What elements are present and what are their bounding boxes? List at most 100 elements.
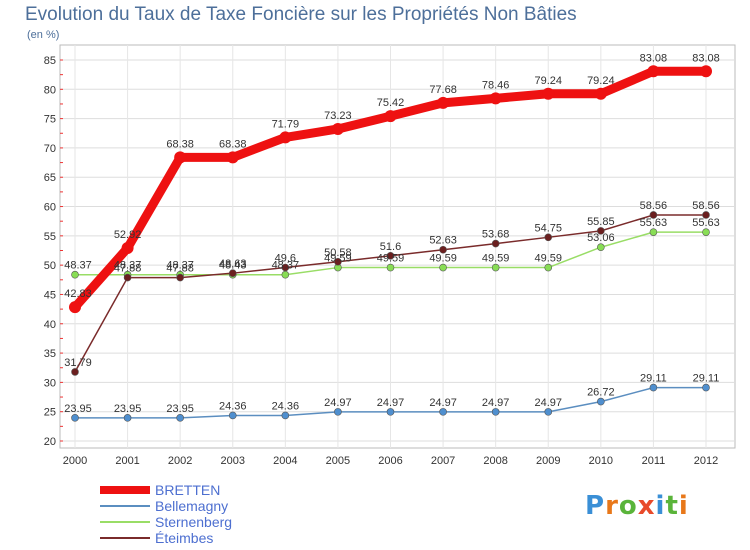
y-tick-label: 45	[44, 289, 56, 301]
y-tick-label: 85	[44, 55, 56, 67]
data-label: 53.68	[482, 229, 510, 241]
x-tick-label: 2001	[115, 455, 139, 467]
data-point	[544, 408, 553, 416]
data-point	[71, 270, 79, 279]
legend-label-sternenberg: Sternenberg	[155, 514, 233, 530]
data-point	[176, 414, 184, 422]
x-tick-label: 2006	[378, 455, 402, 467]
data-label: 83.08	[640, 52, 668, 64]
data-label: 23.95	[64, 403, 92, 415]
data-label: 49.59	[482, 253, 510, 265]
data-point	[649, 211, 658, 219]
data-point	[384, 110, 397, 123]
data-label: 47.88	[114, 263, 142, 275]
data-label: 50.58	[324, 247, 352, 259]
data-label: 24.36	[219, 400, 247, 412]
data-point	[491, 408, 500, 416]
data-label: 55.85	[587, 216, 615, 228]
data-point	[279, 131, 292, 144]
data-point	[121, 242, 134, 255]
data-label: 75.42	[377, 97, 405, 109]
data-point	[71, 368, 79, 376]
chart-title: Evolution du Taux de Taxe Foncière sur l…	[25, 4, 577, 25]
data-point	[226, 151, 239, 164]
data-label: 24.97	[534, 397, 562, 409]
x-tick-label: 2004	[273, 455, 297, 467]
data-label: 23.95	[166, 403, 194, 415]
legend-swatch-bretten	[100, 486, 150, 494]
x-tick-label: 2000	[63, 455, 87, 467]
data-label: 24.97	[429, 397, 457, 409]
data-label: 52.63	[429, 235, 457, 247]
data-point	[700, 65, 712, 78]
data-label: 48.43	[219, 260, 247, 272]
data-point	[649, 228, 658, 236]
x-tick-label: 2009	[536, 455, 560, 467]
data-point	[123, 414, 132, 422]
y-tick-label: 30	[44, 377, 56, 389]
data-point	[544, 263, 553, 272]
data-point	[281, 411, 290, 420]
data-point	[176, 273, 184, 282]
data-label: 77.68	[429, 84, 457, 96]
y-tick-label: 35	[44, 348, 56, 360]
data-label: 49.59	[534, 253, 562, 265]
x-tick-label: 2002	[168, 455, 192, 467]
data-label: 53.06	[587, 232, 615, 244]
y-tick-label: 25	[44, 407, 56, 419]
data-label: 58.56	[640, 200, 668, 212]
x-tick-label: 2012	[694, 455, 718, 467]
data-point	[334, 257, 342, 266]
x-tick-label: 2003	[221, 455, 245, 467]
logo-letter: o	[618, 491, 638, 521]
data-label: 68.38	[166, 138, 194, 150]
y-tick-label: 65	[44, 172, 56, 184]
data-point	[439, 245, 447, 254]
y-tick-label: 80	[44, 84, 56, 96]
data-label: 68.38	[219, 138, 247, 150]
data-point	[174, 151, 187, 164]
data-label: 47.88	[166, 263, 194, 275]
data-point	[647, 65, 660, 78]
logo-letter: t	[665, 491, 679, 521]
data-label: 55.63	[692, 217, 720, 229]
data-point	[228, 269, 237, 277]
y-tick-label: 40	[44, 319, 56, 331]
data-label: 24.36	[272, 400, 300, 412]
data-point	[489, 92, 502, 105]
data-point	[386, 251, 395, 260]
y-tick-label: 75	[44, 114, 56, 126]
data-point	[597, 227, 605, 235]
data-point	[69, 301, 81, 314]
data-point	[439, 263, 447, 272]
x-tick-label: 2011	[642, 455, 666, 467]
data-label: 48.37	[64, 260, 92, 272]
data-label: 71.79	[272, 118, 300, 130]
data-point	[386, 408, 395, 416]
data-label: 23.95	[114, 403, 142, 415]
data-point	[123, 273, 132, 282]
data-point	[597, 243, 605, 252]
data-point	[281, 263, 290, 272]
data-label: 49.59	[377, 253, 405, 265]
data-label: 48.37	[114, 260, 142, 272]
x-tick-label: 2007	[431, 455, 455, 467]
data-point	[439, 408, 447, 416]
data-label: 24.97	[377, 397, 405, 409]
data-label: 55.63	[640, 217, 668, 229]
data-label: 24.97	[324, 397, 352, 409]
data-point	[594, 87, 607, 100]
data-point	[334, 408, 342, 416]
data-point	[542, 87, 555, 100]
data-point	[71, 414, 79, 422]
y-axis-unit: (en %)	[27, 29, 60, 41]
data-label: 73.23	[324, 110, 352, 122]
data-label: 83.08	[692, 52, 720, 64]
data-label: 29.11	[640, 373, 667, 385]
x-tick-label: 2008	[483, 455, 507, 467]
y-tick-label: 20	[44, 436, 56, 448]
data-label: 48.63	[219, 258, 247, 270]
logo-letter: i	[678, 491, 689, 521]
data-label: 78.46	[482, 79, 510, 91]
logo-letter: r	[605, 491, 619, 521]
